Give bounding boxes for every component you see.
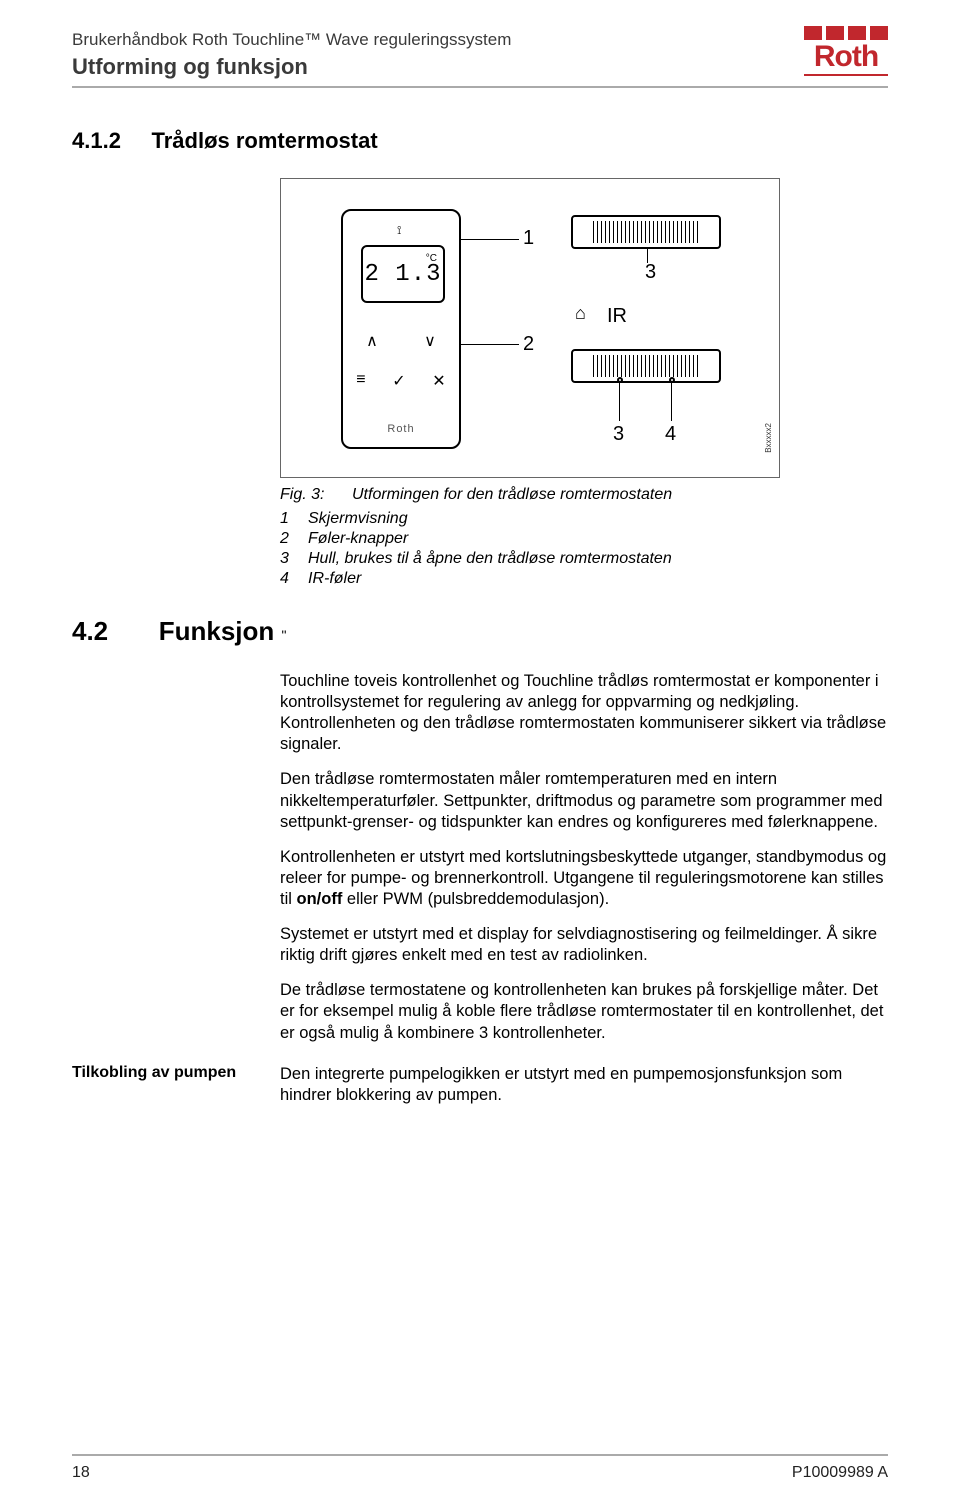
paragraph: De trådløse termostatene og kontrollenhe… [280,980,888,1043]
logo-bars-icon [804,26,888,40]
brand-logo: Roth [804,26,888,76]
caption-label: Fig. 3: [280,486,352,504]
up-icon: ∧ [366,331,378,351]
figure-block: ⟟ 2 1.3 °C ∧ ∨ ≡ ✓ ✕ Roth [280,178,888,588]
body-row-pump: Tilkobling av pumpen Den integrerte pump… [72,1064,888,1120]
doc-code: P10009989 A [792,1464,888,1482]
ir-house-icon: ⌂ [575,303,586,324]
thermostat-brand: Roth [343,423,459,435]
antenna-icon: ⟟ [397,223,401,238]
holder-top-illustration [571,215,721,249]
callout-3-top: 3 [645,261,656,284]
onoff-bold: on/off [297,890,343,908]
paragraph: Kontrollenheten er utstyrt med kortslutn… [280,847,888,910]
thermostat-illustration: ⟟ 2 1.3 °C ∧ ∨ ≡ ✓ ✕ Roth [341,209,461,449]
display-unit: °C [426,253,437,264]
thermostat-screen: 2 1.3 °C [361,245,445,303]
logo-underline [804,74,888,76]
leader-line [461,239,519,240]
figure-frame: ⟟ 2 1.3 °C ∧ ∨ ≡ ✓ ✕ Roth [280,178,780,478]
doc-subtitle: Utforming og funksjon [72,54,888,80]
legend-row: 4IR-føler [280,570,888,588]
paragraph: Touchline toveis kontrollenhet og Touchl… [280,671,888,755]
menu-icon: ≡ [356,371,365,391]
legend-row: 1Skjermvisning [280,510,888,528]
section-title-mark: " [282,627,287,643]
cancel-icon: ✕ [432,371,445,391]
button-row-1: ∧ ∨ [343,331,459,351]
figure-caption: Fig. 3: Utformingen for den trådløse rom… [280,486,888,504]
leader-line [461,344,519,345]
callout-2: 2 [523,333,534,356]
doc-title: Brukerhåndbok Roth Touchline™ Wave regul… [72,30,888,50]
section-number: 4.2 [72,616,108,646]
section-heading-42: 4.2 Funksjon " [72,616,888,647]
ir-label: IR [607,305,627,328]
figure-sidecode: Bxxxxx2 [764,423,773,453]
side-label-empty [72,671,280,1058]
header-rule [72,86,888,88]
page-header: Brukerhåndbok Roth Touchline™ Wave regul… [72,30,888,88]
section-title: Funksjon [159,616,275,646]
display-value: 2 1.3 [364,261,441,288]
page-footer: 18 P10009989 A [72,1454,888,1482]
leader-line [619,383,620,421]
callout-4: 4 [665,423,676,446]
body-row-main: Touchline toveis kontrollenhet og Touchl… [72,671,888,1058]
section-number: 4.1.2 [72,128,121,153]
leader-line [647,249,648,263]
page: Brukerhåndbok Roth Touchline™ Wave regul… [0,0,960,1510]
paragraph: Den trådløse romtermostaten måler romtem… [280,769,888,832]
holder-bottom-illustration [571,349,721,383]
logo-text: Roth [804,42,888,72]
button-row-2: ≡ ✓ ✕ [343,371,459,391]
paragraph: Systemet er utstyrt med et display for s… [280,924,888,966]
legend-row: 3Hull, brukes til å åpne den trådløse ro… [280,550,888,568]
leader-line [671,383,672,421]
body-text-main: Touchline toveis kontrollenhet og Touchl… [280,671,888,1058]
legend-row: 2Føler-knapper [280,530,888,548]
check-icon: ✓ [392,371,405,391]
paragraph: Den integrerte pumpelogikken er utstyrt … [280,1064,888,1106]
down-icon: ∨ [424,331,436,351]
side-label-pump: Tilkobling av pumpen [72,1064,280,1120]
body-text-pump: Den integrerte pumpelogikken er utstyrt … [280,1064,888,1120]
callout-3-bottom: 3 [613,423,624,446]
caption-text: Utformingen for den trådløse romtermosta… [352,486,672,504]
callout-1: 1 [523,227,534,250]
page-number: 18 [72,1464,90,1482]
figure-legend: 1Skjermvisning 2Føler-knapper 3Hull, bru… [280,510,888,588]
section-heading-412: 4.1.2 Trådløs romtermostat [72,128,888,154]
section-title: Trådløs romtermostat [152,128,378,153]
